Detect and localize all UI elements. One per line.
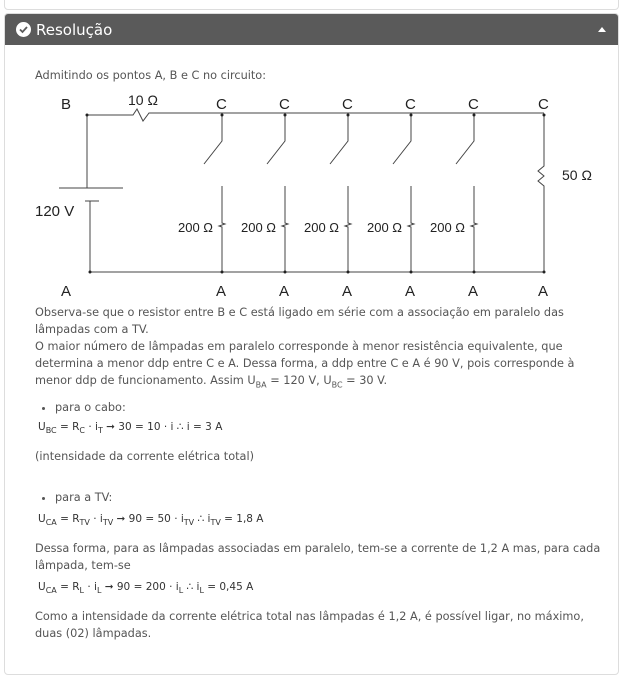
caret-up-icon[interactable] <box>598 27 606 32</box>
node-c-label: C <box>279 96 290 113</box>
lamp-resistor <box>469 186 479 272</box>
resolution-panel: Resolução Admitindo os pontos A, B e C n… <box>4 13 619 675</box>
circuit-diagram: B 10 Ω 120 V 50 Ω 200 Ω 200 Ω 200 Ω 200 Ω 20… <box>35 92 592 300</box>
panel-header[interactable]: Resolução <box>5 14 618 45</box>
lamp-switch <box>266 115 286 165</box>
lamp-resistor <box>217 186 227 272</box>
node-a-label: A <box>342 283 352 300</box>
intro-text: Admitindo os pontos A, B e C no circuito… <box>35 69 267 82</box>
note-total-current: (intensidade da corrente elétrica total) <box>35 450 255 463</box>
node-dot <box>472 113 476 117</box>
node-a-label: A <box>538 283 548 300</box>
node-dot <box>283 113 287 117</box>
previous-card <box>4 0 619 10</box>
series-resistor-label: 10 Ω <box>128 92 158 108</box>
equation-cable: UBC = RC · iT ➞ 30 = 10 · i ∴ i = 3 A <box>38 421 223 436</box>
node-a-label: A <box>405 283 415 300</box>
node-c-label: C <box>342 96 353 113</box>
panel-title: Resolução <box>36 20 113 39</box>
node-dot <box>409 113 413 117</box>
node-dot <box>283 270 287 274</box>
node-c-label: C <box>216 96 227 113</box>
node-b-label: B <box>61 96 71 113</box>
node-dot <box>346 113 350 117</box>
lamp-resistor <box>280 186 290 272</box>
node-a-label: A <box>468 283 478 300</box>
paragraph-3: Dessa forma, para as lâmpadas associadas… <box>35 542 601 572</box>
paragraph-2: O maior número de lâmpadas em paralelo c… <box>35 340 575 390</box>
check-circle-icon <box>16 22 31 37</box>
equation-lamp: UCA = RL · iL ➞ 90 = 200 · iL ∴ iL = 0,4… <box>38 581 254 596</box>
node-dot <box>88 270 92 274</box>
node-dot <box>542 270 546 274</box>
node-dot <box>409 270 413 274</box>
node-a-label: A <box>279 283 289 300</box>
node-dot <box>220 113 224 117</box>
node-c-label: C <box>405 96 416 113</box>
paragraph-4: Como a intensidade da corrente elétrica … <box>35 610 584 640</box>
lamp-switch <box>455 115 475 165</box>
battery-label: 120 V <box>35 203 74 220</box>
bullet-cable: para o cabo: <box>35 399 126 416</box>
lamp-switch <box>392 115 412 165</box>
lamp-resistor-label: 200 Ω <box>430 220 465 235</box>
lamp-resistor <box>343 186 353 272</box>
node-c-label: C <box>468 96 479 113</box>
lamp-resistor-label: 200 Ω <box>178 220 213 235</box>
node-dot <box>346 270 350 274</box>
lamp-resistor-label: 200 Ω <box>367 220 402 235</box>
lamp-resistor-label: 200 Ω <box>241 220 276 235</box>
node-c-label: C <box>538 96 549 113</box>
node-a-label: A <box>216 283 226 300</box>
node-dot <box>220 270 224 274</box>
node-dot <box>85 113 89 117</box>
node-a-label: A <box>61 283 71 300</box>
lamp-switch <box>203 115 223 165</box>
paragraph-1: Observa-se que o resistor entre B e C es… <box>35 306 564 336</box>
lamp-switch <box>329 115 349 165</box>
lamp-resistor <box>406 186 416 272</box>
equation-tv: UCA = RTV · iTV ➞ 90 = 50 · iTV ∴ iTV = … <box>38 513 264 528</box>
bullet-tv: para a TV: <box>35 489 112 506</box>
node-dot <box>542 113 546 117</box>
lamp-resistor-label: 200 Ω <box>304 220 339 235</box>
node-dot <box>472 270 476 274</box>
tv-resistor-label: 50 Ω <box>562 167 592 183</box>
